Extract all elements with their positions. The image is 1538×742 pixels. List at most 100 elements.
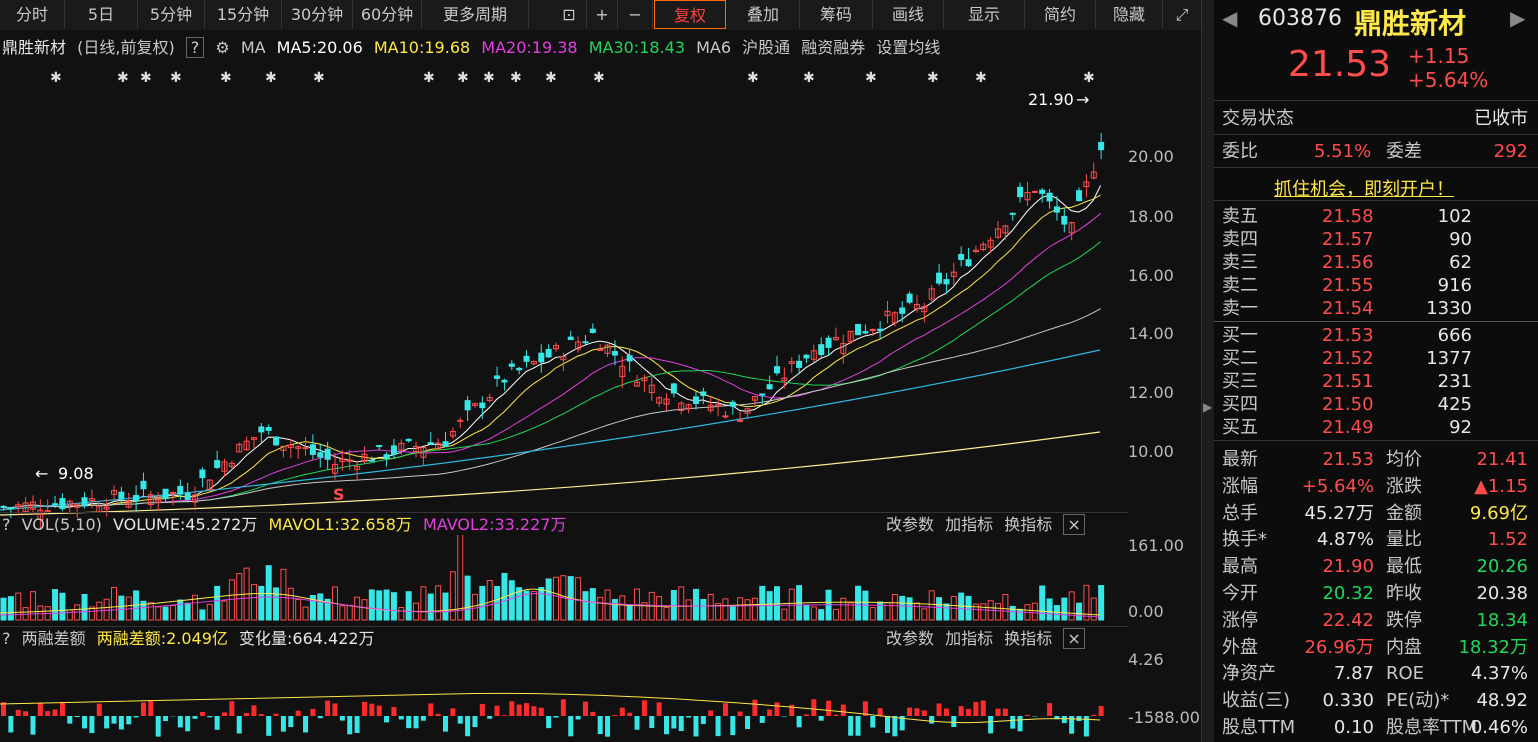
margin-bar <box>590 711 596 716</box>
stat-value: 48.92 <box>1476 690 1528 712</box>
stat-value: 26.96万 <box>1304 636 1374 658</box>
volume-bar <box>604 589 611 621</box>
vol-add-indicator-button[interactable]: 加指标 <box>945 515 994 534</box>
hide-button[interactable]: 隐藏 <box>1096 0 1163 29</box>
volume-bar <box>972 603 979 621</box>
open-account-link[interactable]: 抓住机会，即刻开户！ <box>1274 179 1454 200</box>
ask-row[interactable]: 卖四 21.57 90 <box>1214 228 1538 251</box>
divider <box>1214 100 1538 101</box>
volume-bar <box>88 606 95 621</box>
volume-bar <box>847 602 854 621</box>
volume-bar <box>913 602 920 621</box>
margin-bar <box>361 701 367 716</box>
gear-icon[interactable]: ⚙ <box>215 38 230 57</box>
candle-body <box>111 490 117 495</box>
margin-bar <box>126 716 132 725</box>
vol-y-max: 161.00 <box>1128 536 1184 555</box>
lock-icon[interactable]: ⊡ <box>552 0 587 29</box>
candle-body <box>729 401 736 407</box>
zoom-in-icon[interactable]: + <box>587 0 618 29</box>
ask-row[interactable]: 卖一 21.54 1330 <box>1214 297 1538 320</box>
volume-bar <box>921 608 928 621</box>
ask-row[interactable]: 卖二 21.55 916 <box>1214 274 1538 297</box>
volume-bar <box>390 592 397 621</box>
ask-row[interactable]: 卖五 21.58 102 <box>1214 205 1538 228</box>
margin-bar <box>185 716 191 732</box>
vol-expand-icon[interactable]: ? <box>2 515 11 534</box>
bid-row[interactable]: 买五 21.49 92 <box>1214 416 1538 439</box>
volume-bar <box>781 608 788 621</box>
volume-bar <box>1068 591 1075 621</box>
tab-30min[interactable]: 30分钟 <box>282 0 353 29</box>
ask-row[interactable]: 卖三 21.56 62 <box>1214 251 1538 274</box>
adjust-button[interactable]: 复权 <box>654 0 726 29</box>
volume-bar <box>236 573 243 621</box>
prev-stock-icon[interactable]: ◀ <box>1222 6 1238 30</box>
candle-body <box>486 396 493 402</box>
link-margin[interactable]: 融资融券 <box>801 38 866 57</box>
volume-bar <box>906 597 913 621</box>
fullscreen-icon[interactable]: ⤢ <box>1175 5 1189 24</box>
tab-more-periods[interactable]: 更多周期 <box>422 0 529 29</box>
margin-add-indicator-button[interactable]: 加指标 <box>945 629 994 648</box>
link-hk-connect[interactable]: 沪股通 <box>742 38 791 57</box>
margin-bar <box>678 716 684 732</box>
tab-15min[interactable]: 15分钟 <box>205 0 282 29</box>
volume-bar <box>361 599 368 621</box>
divider <box>1214 321 1538 322</box>
margin-close-icon[interactable]: × <box>1063 628 1085 649</box>
volume-bar <box>398 607 405 621</box>
display-button[interactable]: 显示 <box>944 0 1025 29</box>
panel-toggle[interactable]: ▶ <box>1201 0 1215 742</box>
stat-row: 涨幅 +5.64% 涨跌 ▲1.15 <box>1214 475 1538 498</box>
tab-5day[interactable]: 5日 <box>65 0 138 29</box>
next-stock-icon[interactable]: ▶ <box>1510 6 1526 30</box>
volume-bar <box>1009 605 1016 621</box>
candle-body <box>324 448 331 460</box>
zoom-out-icon[interactable]: − <box>618 0 653 29</box>
tab-intraday[interactable]: 分时 <box>0 0 65 29</box>
vol-change-indicator-button[interactable]: 换指标 <box>1004 515 1053 534</box>
simple-button[interactable]: 简约 <box>1025 0 1096 29</box>
volume-bar <box>832 608 839 621</box>
chips-button[interactable]: 筹码 <box>800 0 873 29</box>
vol-close-icon[interactable]: × <box>1063 514 1085 535</box>
candle-body <box>383 454 390 459</box>
link-set-ma[interactable]: 设置均线 <box>876 38 941 57</box>
candle-body <box>59 498 66 510</box>
vol-edit-params-button[interactable]: 改参数 <box>886 515 935 534</box>
bid-row[interactable]: 买二 21.52 1377 <box>1214 347 1538 370</box>
tab-60min[interactable]: 60分钟 <box>353 0 422 29</box>
candle-body <box>1053 206 1060 213</box>
candle-body <box>405 438 412 442</box>
overlay-button[interactable]: 叠加 <box>727 0 800 29</box>
margin-bar <box>74 716 80 718</box>
tab-5min[interactable]: 5分钟 <box>138 0 205 29</box>
margin-change-indicator-button[interactable]: 换指标 <box>1004 629 1053 648</box>
ma30-label: MA30:18.43 <box>588 38 685 57</box>
price-change: +1.15 <box>1408 44 1470 68</box>
stat-value: 20.26 <box>1476 556 1528 578</box>
margin-chart <box>0 692 1104 737</box>
y-tick-12: 12.00 <box>1128 383 1174 402</box>
draw-button[interactable]: 画线 <box>873 0 944 29</box>
candle-body <box>906 293 913 303</box>
candle-body <box>678 402 685 411</box>
candle-body <box>641 377 648 382</box>
margin-expand-icon[interactable]: ? <box>2 629 11 648</box>
weibi-label: 委比 <box>1222 141 1258 162</box>
bid-row[interactable]: 买四 21.50 425 <box>1214 393 1538 416</box>
margin-edit-params-button[interactable]: 改参数 <box>886 629 935 648</box>
candle-body <box>479 402 486 409</box>
volume-bar <box>287 587 294 621</box>
bid-row[interactable]: 买一 21.53 666 <box>1214 324 1538 347</box>
candle-body <box>788 361 795 364</box>
candle-body <box>1068 222 1075 234</box>
ask-level-label: 卖二 <box>1222 275 1258 296</box>
margin-bar <box>443 716 448 732</box>
volume-bar <box>7 596 14 621</box>
volume-bar <box>486 580 493 621</box>
bid-row[interactable]: 买三 21.51 231 <box>1214 370 1538 393</box>
volume-bar <box>523 590 530 621</box>
help-icon[interactable]: ? <box>185 37 205 58</box>
